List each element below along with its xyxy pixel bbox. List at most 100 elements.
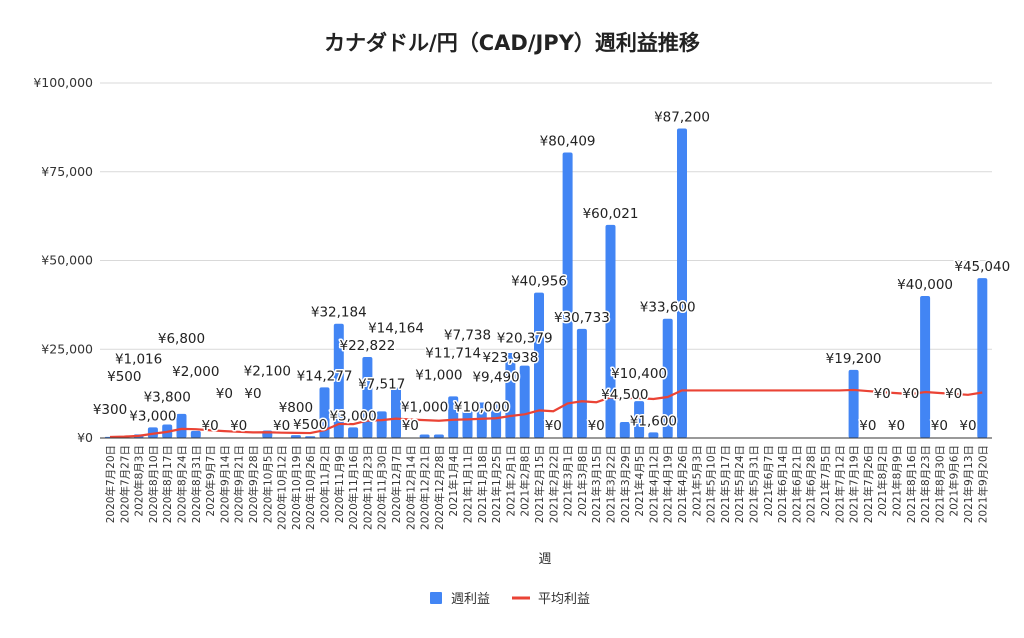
x-tick-label: 2021年7月26日 (862, 445, 875, 523)
bar (576, 328, 587, 438)
x-tick-label: 2021年1月25日 (490, 445, 503, 523)
data-label: ¥1,000 (415, 367, 462, 383)
data-label: ¥10,000 (454, 400, 510, 416)
x-tick-label: 2021年6月14日 (776, 445, 789, 523)
x-tick-label: 2021年8月23日 (919, 445, 932, 523)
data-label: ¥11,714 (425, 345, 481, 361)
data-label: ¥0 (874, 386, 891, 402)
data-label: ¥7,517 (358, 376, 405, 392)
bar-series (105, 128, 988, 439)
x-tick-label: 2021年3月1日 (562, 445, 575, 517)
x-tick-label: 2021年4月26日 (676, 445, 689, 523)
x-tick-label: 2021年9月20日 (976, 445, 989, 523)
x-tick-label: 2021年2月1日 (504, 445, 517, 517)
x-tick-label: 2021年1月4日 (447, 445, 460, 517)
bar (848, 369, 859, 438)
chart-title: カナダドル/円（CAD/JPY）週利益推移 (324, 31, 700, 55)
bar (448, 396, 459, 438)
bar (562, 152, 573, 439)
bar (419, 434, 430, 438)
x-tick-label: 2020年11月2日 (319, 445, 332, 523)
x-tick-label: 2020年11月16日 (347, 445, 360, 530)
x-axis-title: 週 (538, 552, 551, 567)
data-label: ¥0 (202, 418, 219, 434)
gridlines (100, 82, 992, 350)
data-label: ¥1,000 (401, 399, 448, 415)
x-tick-label: 2021年7月19日 (848, 445, 861, 523)
x-tick-label: 2020年7月27日 (118, 445, 131, 523)
bar (433, 434, 444, 438)
x-tick-label: 2020年10月5日 (261, 445, 274, 523)
x-tick-label: 2020年10月26日 (304, 445, 317, 530)
data-label: ¥3,800 (144, 390, 191, 406)
data-label: ¥6,800 (158, 331, 205, 347)
data-label: ¥80,409 (540, 134, 596, 150)
x-tick-label: 2021年4月5日 (633, 445, 646, 517)
x-tick-label: 2020年10月19日 (290, 445, 303, 530)
bar (176, 413, 187, 438)
x-tick-label: 2020年9月21日 (233, 445, 246, 523)
data-label: ¥500 (107, 369, 141, 385)
data-label: ¥32,184 (311, 305, 367, 321)
x-tick-label: 2020年12月21日 (419, 445, 432, 530)
x-tick-label: 2021年3月15日 (590, 445, 603, 523)
data-label: ¥3,000 (329, 408, 376, 424)
data-label: ¥7,738 (444, 328, 491, 344)
data-label: ¥1,600 (630, 413, 677, 429)
bar (605, 224, 616, 438)
x-tick-label: 2021年5月3日 (690, 445, 703, 517)
x-tick-label: 2020年8月17日 (161, 445, 174, 523)
data-label: ¥3,000 (129, 408, 176, 424)
y-axis-ticks: ¥0 ¥25,000 ¥50,000 ¥75,000 ¥100,000 (33, 75, 93, 445)
x-tick-label: 2020年8月10日 (147, 445, 160, 523)
x-tick-label: 2021年3月29日 (619, 445, 632, 523)
bar (648, 432, 659, 438)
y-tick-label: ¥75,000 (41, 164, 93, 179)
x-tick-label: 2020年9月7日 (204, 445, 217, 517)
x-axis-ticks: 2020年7月20日 2020年7月27日 2020年8月3日 2020年8月10日 2… (104, 445, 989, 530)
data-label: ¥30,733 (554, 310, 610, 326)
data-label: ¥0 (945, 386, 962, 402)
data-label: ¥0 (216, 386, 233, 402)
legend-bar-swatch (430, 592, 442, 604)
bar (362, 356, 373, 438)
data-label: ¥10,400 (611, 366, 667, 382)
x-tick-label: 2020年11月30日 (376, 445, 389, 530)
data-label: ¥0 (588, 418, 605, 434)
bar (619, 422, 630, 438)
x-tick-label: 2020年11月23日 (361, 445, 374, 530)
x-tick-label: 2021年5月17日 (719, 445, 732, 523)
data-label: ¥0 (859, 418, 876, 434)
x-tick-label: 2020年10月12日 (276, 445, 289, 530)
bar (519, 365, 530, 438)
x-tick-label: 2020年9月14日 (218, 445, 231, 523)
y-tick-label: ¥25,000 (41, 341, 93, 356)
y-tick-label: ¥100,000 (33, 75, 93, 90)
data-label: ¥40,956 (511, 274, 567, 290)
legend: 週利益 平均利益 (430, 592, 590, 607)
bar (677, 128, 687, 438)
bar (348, 427, 359, 438)
data-labels: ¥300 ¥500 ¥1,016 ¥3,000 ¥3,800 ¥6,800 ¥2,000 ¥0… (91, 108, 1011, 436)
data-label: ¥500 (293, 417, 327, 433)
bar (920, 296, 931, 438)
data-label: ¥60,021 (583, 206, 639, 222)
x-tick-label: 2021年6月7日 (762, 445, 775, 517)
legend-line-label: 平均利益 (538, 592, 590, 607)
bar (534, 292, 544, 438)
data-label: ¥2,000 (172, 364, 219, 380)
x-tick-label: 2021年8月9日 (891, 445, 904, 517)
data-label: ¥19,200 (826, 351, 882, 367)
data-label: ¥23,938 (482, 350, 538, 366)
data-label: ¥0 (244, 386, 261, 402)
x-tick-label: 2021年2月8日 (519, 445, 532, 517)
data-label: ¥0 (230, 418, 247, 434)
x-tick-label: 2021年8月30日 (933, 445, 946, 523)
x-tick-label: 2021年8月16日 (905, 445, 918, 523)
x-tick-label: 2021年7月5日 (819, 445, 832, 517)
data-label: ¥20,379 (497, 331, 553, 347)
legend-bar-label: 週利益 (451, 592, 490, 607)
x-tick-label: 2020年11月9日 (333, 445, 346, 523)
data-label: ¥0 (931, 418, 948, 434)
